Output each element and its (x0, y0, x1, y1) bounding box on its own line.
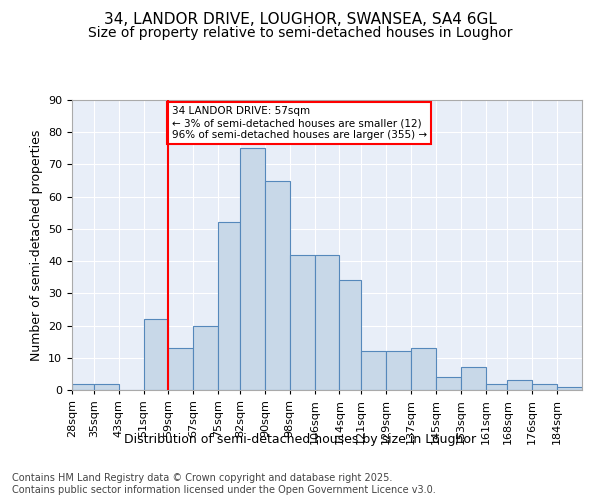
Bar (290, 254, 314, 390)
Bar (94, 384, 119, 390)
Bar (485, 384, 508, 390)
Text: Contains HM Land Registry data © Crown copyright and database right 2025.
Contai: Contains HM Land Registry data © Crown c… (12, 474, 436, 495)
Text: Distribution of semi-detached houses by size in Loughor: Distribution of semi-detached houses by … (124, 432, 476, 446)
Text: Size of property relative to semi-detached houses in Loughor: Size of property relative to semi-detach… (88, 26, 512, 40)
Bar (143, 319, 169, 390)
Bar (72, 384, 94, 390)
Bar (265, 180, 290, 390)
Bar (557, 387, 582, 390)
Bar (361, 352, 386, 390)
Bar (340, 280, 361, 390)
Bar (386, 352, 411, 390)
Bar (240, 148, 265, 390)
Bar (411, 348, 436, 390)
Text: 34 LANDOR DRIVE: 57sqm
← 3% of semi-detached houses are smaller (12)
96% of semi: 34 LANDOR DRIVE: 57sqm ← 3% of semi-deta… (172, 106, 427, 140)
Text: 34, LANDOR DRIVE, LOUGHOR, SWANSEA, SA4 6GL: 34, LANDOR DRIVE, LOUGHOR, SWANSEA, SA4 … (104, 12, 496, 28)
Bar (436, 377, 461, 390)
Bar (193, 326, 218, 390)
Y-axis label: Number of semi-detached properties: Number of semi-detached properties (29, 130, 43, 360)
Bar (314, 254, 340, 390)
Bar (532, 384, 557, 390)
Bar (461, 368, 485, 390)
Bar (508, 380, 532, 390)
Bar (169, 348, 193, 390)
Bar (218, 222, 240, 390)
